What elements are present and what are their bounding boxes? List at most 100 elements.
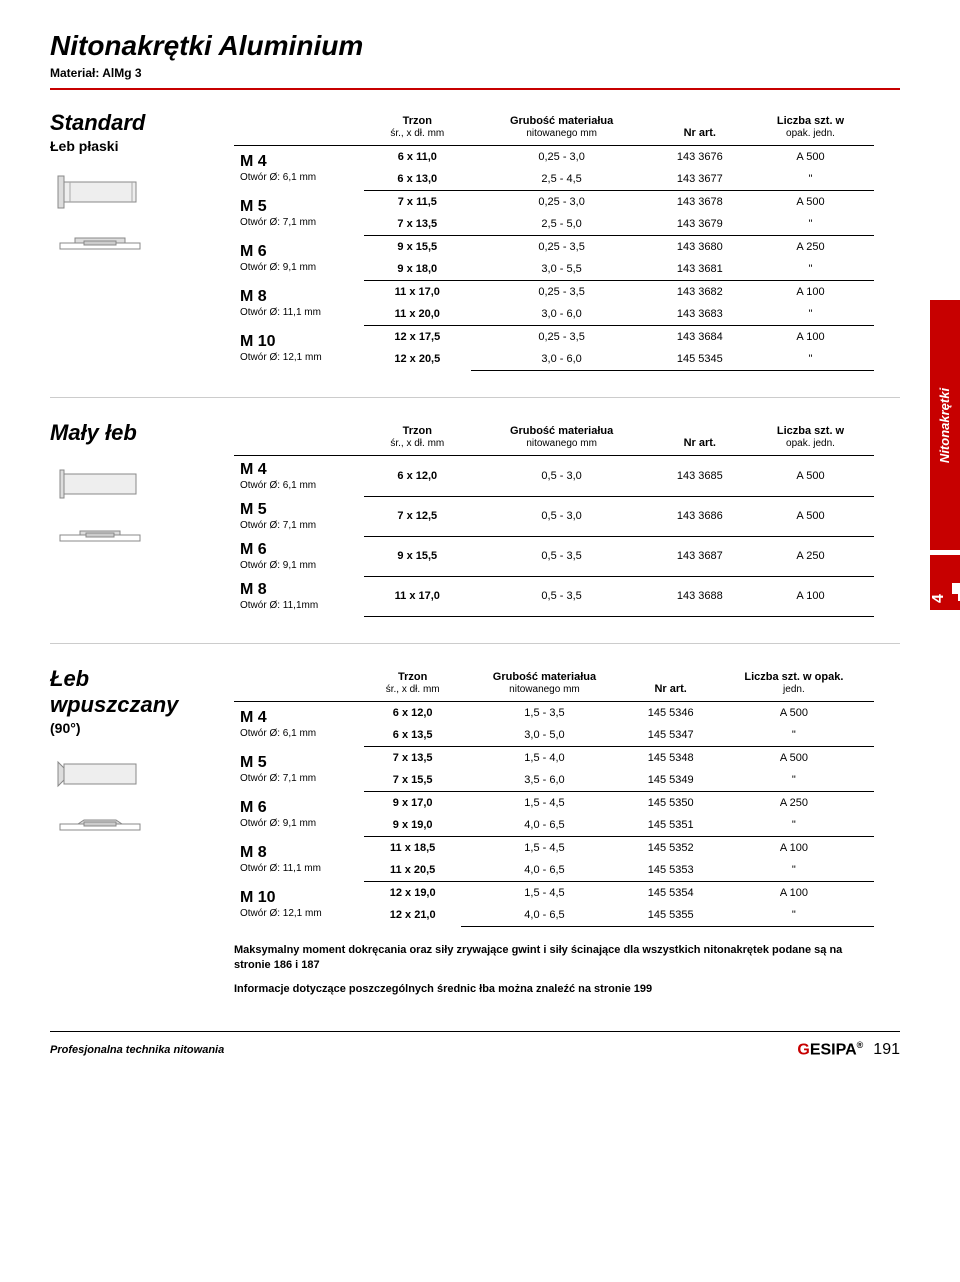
cell-qty: A 500 xyxy=(747,191,874,214)
section-title: Standard xyxy=(50,110,210,136)
cell-trzon: 9 x 19,0 xyxy=(364,814,461,837)
cell-nrart: 145 5353 xyxy=(628,859,714,882)
cell-qty: A 250 xyxy=(714,792,874,815)
cell-trzon: 7 x 11,5 xyxy=(364,191,471,214)
data-table: Trzonśr., x dł. mmGrubość materiałuanito… xyxy=(234,110,874,371)
cell-qty: " xyxy=(714,814,874,837)
cell-trzon: 11 x 17,0 xyxy=(364,281,471,304)
group-label: M 5Otwór Ø: 7,1 mm xyxy=(234,496,364,536)
cell-grubosc: 0,5 - 3,5 xyxy=(471,536,653,576)
cell-trzon: 9 x 15,5 xyxy=(364,536,471,576)
cell-qty: A 100 xyxy=(714,882,874,905)
brand-logo: GESIPA® xyxy=(797,1040,863,1059)
section: Łeb wpuszczany(90°)Trzonśr., x dł. mmGru… xyxy=(50,666,900,1005)
table-row: M 4Otwór Ø: 6,1 mm6 x 12,01,5 - 3,5145 5… xyxy=(234,702,874,725)
table-row: M 6Otwór Ø: 9,1 mm9 x 15,50,5 - 3,5143 3… xyxy=(234,536,874,576)
cell-trzon: 11 x 17,0 xyxy=(364,576,471,616)
cell-grubosc: 3,0 - 6,0 xyxy=(471,303,653,326)
cell-trzon: 7 x 15,5 xyxy=(364,769,461,792)
group-label: M 6Otwór Ø: 9,1 mm xyxy=(234,536,364,576)
cell-nrart: 145 5350 xyxy=(628,792,714,815)
table-row: M 6Otwór Ø: 9,1 mm9 x 15,50,25 - 3,5143 … xyxy=(234,236,874,259)
cell-qty: " xyxy=(747,348,874,371)
cell-grubosc: 1,5 - 4,5 xyxy=(461,792,627,815)
cell-grubosc: 0,25 - 3,5 xyxy=(471,236,653,259)
cell-grubosc: 1,5 - 4,5 xyxy=(461,882,627,905)
table-row: M 4Otwór Ø: 6,1 mm6 x 12,00,5 - 3,0143 3… xyxy=(234,456,874,497)
cell-qty: A 500 xyxy=(747,456,874,497)
group-label: M 4Otwór Ø: 6,1 mm xyxy=(234,702,364,747)
group-label: M 10Otwór Ø: 12,1 mm xyxy=(234,882,364,927)
table-row: M 4Otwór Ø: 6,1 mm6 x 11,00,25 - 3,0143 … xyxy=(234,146,874,169)
table-row: M 8Otwór Ø: 11,1mm11 x 17,00,5 - 3,5143 … xyxy=(234,576,874,616)
cell-grubosc: 0,25 - 3,0 xyxy=(471,191,653,214)
cell-nrart: 143 3687 xyxy=(653,536,747,576)
cell-nrart: 143 3688 xyxy=(653,576,747,616)
rivet-csk-section-icon xyxy=(50,810,145,840)
cell-nrart: 143 3682 xyxy=(653,281,747,304)
cell-qty: " xyxy=(747,168,874,191)
group-label: M 6Otwór Ø: 9,1 mm xyxy=(234,236,364,281)
section-divider xyxy=(50,643,900,644)
cell-trzon: 9 x 17,0 xyxy=(364,792,461,815)
section-title: Mały łeb xyxy=(50,420,210,446)
col-qty: Liczba szt. wopak. jedn. xyxy=(747,420,874,456)
cell-nrart: 145 5354 xyxy=(628,882,714,905)
col-nrart: Nr art. xyxy=(628,666,714,702)
cell-nrart: 143 3684 xyxy=(653,326,747,349)
cell-grubosc: 4,0 - 6,5 xyxy=(461,859,627,882)
cell-qty: A 500 xyxy=(714,747,874,770)
page-number: 191 xyxy=(873,1041,900,1059)
sidebar-tab: Nitonakrętki xyxy=(930,300,960,550)
material-label: Materiał: AlMg 3 xyxy=(50,66,900,80)
cell-grubosc: 3,0 - 5,5 xyxy=(471,258,653,281)
cell-nrart: 143 3685 xyxy=(653,456,747,497)
data-table: Trzonśr., x dł. mmGrubość materiałuanito… xyxy=(234,420,874,617)
cell-trzon: 11 x 20,0 xyxy=(364,303,471,326)
group-label: M 10Otwór Ø: 12,1 mm xyxy=(234,326,364,371)
cell-qty: A 100 xyxy=(747,576,874,616)
cell-qty: " xyxy=(714,724,874,747)
cell-grubosc: 3,0 - 6,0 xyxy=(471,348,653,371)
cell-qty: A 500 xyxy=(747,146,874,169)
group-label: M 6Otwór Ø: 9,1 mm xyxy=(234,792,364,837)
sidebar-label: Nitonakrętki xyxy=(938,387,953,462)
rivet-flat-section-icon xyxy=(50,228,145,258)
group-label: M 8Otwór Ø: 11,1 mm xyxy=(234,837,364,882)
cell-trzon: 12 x 20,5 xyxy=(364,348,471,371)
col-nrart: Nr art. xyxy=(653,420,747,456)
cell-nrart: 145 5352 xyxy=(628,837,714,860)
cell-grubosc: 0,5 - 3,0 xyxy=(471,496,653,536)
cell-qty: " xyxy=(714,859,874,882)
cell-qty: " xyxy=(747,303,874,326)
cell-grubosc: 2,5 - 4,5 xyxy=(471,168,653,191)
cell-grubosc: 4,0 - 6,5 xyxy=(461,814,627,837)
col-grubosc: Grubość materiałuanitowanego mm xyxy=(471,110,653,146)
cell-qty: A 500 xyxy=(747,496,874,536)
cell-nrart: 145 5349 xyxy=(628,769,714,792)
cell-nrart: 145 5355 xyxy=(628,904,714,927)
cell-grubosc: 1,5 - 4,5 xyxy=(461,837,627,860)
cell-trzon: 9 x 18,0 xyxy=(364,258,471,281)
rivet-small-icon xyxy=(50,464,145,504)
section-subtitle: Łeb płaski xyxy=(50,138,210,154)
cell-qty: A 250 xyxy=(747,236,874,259)
cell-qty: " xyxy=(714,769,874,792)
page-title: Nitonakrętki Aluminium xyxy=(50,30,900,62)
group-label: M 4Otwór Ø: 6,1 mm xyxy=(234,146,364,191)
cell-qty: A 250 xyxy=(747,536,874,576)
cell-qty: " xyxy=(747,213,874,236)
col-qty: Liczba szt. wopak. jedn. xyxy=(747,110,874,146)
note-line: Informacje dotyczące poszczególnych śred… xyxy=(234,982,874,997)
cell-trzon: 7 x 12,5 xyxy=(364,496,471,536)
cell-nrart: 143 3676 xyxy=(653,146,747,169)
cell-trzon: 6 x 13,0 xyxy=(364,168,471,191)
cell-grubosc: 1,5 - 3,5 xyxy=(461,702,627,725)
col-trzon: Trzonśr., x dł. mm xyxy=(364,666,461,702)
footer-text: Profesjonalna technika nitowania xyxy=(50,1044,224,1056)
rivet-flat-icon xyxy=(50,172,145,212)
section: Mały łeb Trzonśr., x dł. mmGrubość materi… xyxy=(50,420,900,617)
cell-qty: A 100 xyxy=(747,326,874,349)
table-row: M 10Otwór Ø: 12,1 mm12 x 19,01,5 - 4,514… xyxy=(234,882,874,905)
rivet-csk-icon xyxy=(50,754,145,794)
